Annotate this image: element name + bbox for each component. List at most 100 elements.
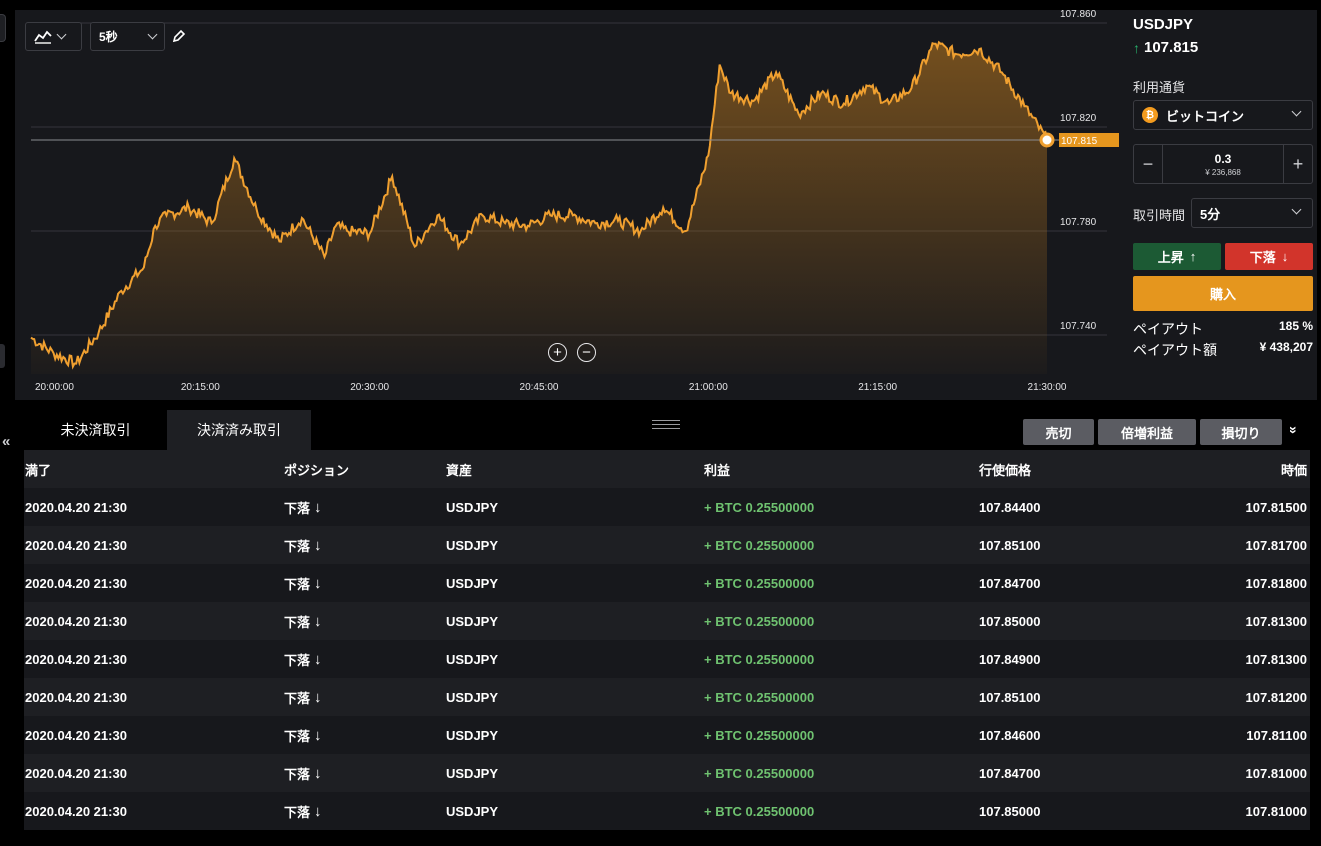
arrow-down-icon: ↓: [314, 536, 322, 554]
table-row[interactable]: 2020.04.20 21:30 下落 ↓ USDJPY + BTC 0.2550000…: [24, 602, 1310, 640]
cell-profit: + BTC 0.25500000: [704, 765, 815, 781]
cell-market-price: 107.81300: [1245, 651, 1307, 667]
table-row[interactable]: 2020.04.20 21:30 下落 ↓ USDJPY + BTC 0.2550000…: [24, 488, 1310, 526]
table-row[interactable]: 2020.04.20 21:30 下落 ↓ USDJPY + BTC 0.2550000…: [24, 564, 1310, 602]
cell-position: 下落 ↓: [284, 688, 446, 707]
tab-open-trades[interactable]: 未決済取引: [60, 422, 131, 438]
cell-strike: 107.85000: [979, 803, 1041, 819]
up-label: 上昇: [1157, 250, 1184, 265]
increase-button[interactable]: +: [1292, 153, 1304, 174]
table-header: 満了 ポジション 資産 利益 行使価格 時価: [24, 450, 1310, 488]
table-row[interactable]: 2020.04.20 21:30 下落 ↓ USDJPY + BTC 0.2550000…: [24, 678, 1310, 716]
asset-symbol: USDJPY: [1133, 16, 1194, 33]
cell-profit: + BTC 0.25500000: [704, 651, 815, 667]
payout-value: 185 %: [1278, 319, 1313, 333]
tab-closed-trades[interactable]: 決済済み取引: [167, 410, 311, 450]
decrease-button[interactable]: −: [1142, 153, 1154, 174]
table-row[interactable]: 2020.04.20 21:30 下落 ↓ USDJPY + BTC 0.2550000…: [24, 754, 1310, 792]
buy-button[interactable]: 購入: [1133, 276, 1313, 311]
cell-position: 下落 ↓: [284, 574, 446, 593]
table-row[interactable]: 2020.04.20 21:30 下落 ↓ USDJPY + BTC 0.2550000…: [24, 716, 1310, 754]
payout-label: ペイアウト: [1133, 321, 1203, 337]
table-row[interactable]: 2020.04.20 21:30 下落 ↓ USDJPY + BTC 0.2550000…: [24, 640, 1310, 678]
line-chart-icon: [34, 30, 52, 44]
arrow-down-icon: ↓: [314, 726, 322, 744]
pencil-icon[interactable]: [172, 29, 186, 48]
left-edge-handle[interactable]: [0, 344, 5, 368]
cell-profit: + BTC 0.25500000: [704, 575, 815, 591]
x-tick-label: 21:30:00: [1028, 382, 1067, 393]
arrow-down-icon: ↓: [314, 574, 322, 592]
payout-amount-row: ペイアウト額 ¥ 438,207: [1133, 340, 1313, 360]
header-market-price[interactable]: 時価: [1280, 462, 1307, 478]
asset-price-value: 107.815: [1144, 39, 1199, 56]
current-price-tag: [1059, 133, 1119, 147]
cell-strike: 107.84400: [979, 499, 1041, 515]
position-label: 下落: [284, 766, 311, 782]
cell-expiry: 2020.04.20 21:30: [25, 537, 127, 553]
table-row[interactable]: 2020.04.20 21:30 下落 ↓ USDJPY + BTC 0.2550000…: [24, 526, 1310, 564]
header-position[interactable]: ポジション: [284, 462, 350, 478]
cell-market-price: 107.81000: [1245, 803, 1307, 819]
cell-position: 下落 ↓: [284, 498, 446, 517]
cell-position: 下落 ↓: [284, 764, 446, 783]
cell-profit: + BTC 0.25500000: [704, 537, 815, 553]
cell-asset: USDJPY: [446, 803, 499, 819]
cell-asset: USDJPY: [446, 727, 499, 743]
position-label: 下落: [284, 690, 311, 706]
bitcoin-icon: ₿: [1142, 107, 1158, 123]
up-button[interactable]: 上昇 ↑: [1133, 243, 1221, 270]
cell-profit: + BTC 0.25500000: [704, 499, 815, 515]
payout-row: ペイアウト 185 %: [1133, 319, 1313, 339]
chevron-down-icon: [1291, 204, 1302, 215]
amount-yen: ¥ 236,868: [1205, 167, 1241, 177]
header-strike[interactable]: 行使価格: [979, 462, 1032, 478]
left-edge-toggle[interactable]: [0, 14, 6, 42]
header-profit[interactable]: 利益: [704, 462, 731, 478]
duration-select[interactable]: 5分: [1191, 198, 1313, 228]
cell-position: 下落 ↓: [284, 650, 446, 669]
zoom-in-icon[interactable]: +: [548, 343, 567, 362]
stop-loss-button[interactable]: 損切り: [1200, 419, 1282, 445]
y-tick-label: 107.740: [1060, 321, 1097, 332]
currency-select[interactable]: ₿ ビットコイン: [1133, 100, 1313, 130]
cell-expiry: 2020.04.20 21:30: [25, 765, 127, 781]
position-label: 下落: [284, 500, 311, 516]
cell-profit: + BTC 0.25500000: [704, 689, 815, 705]
position-label: 下落: [284, 728, 311, 744]
cell-market-price: 107.81200: [1245, 689, 1307, 705]
x-tick-label: 20:45:00: [520, 382, 559, 393]
interval-label: 5秒: [99, 30, 118, 44]
price-chart[interactable]: 107.815 107.860 107.820 107.780 107.740 20:…: [15, 10, 1121, 400]
arrow-up-icon: ↑: [1133, 39, 1140, 56]
resize-handle[interactable]: [652, 420, 680, 432]
collapse-left-icon[interactable]: «: [2, 433, 11, 450]
y-tick-label: 107.860: [1060, 10, 1097, 20]
zoom-out-icon[interactable]: −: [577, 343, 596, 362]
position-label: 下落: [284, 804, 311, 820]
header-expiry[interactable]: 満了: [25, 462, 52, 478]
cell-position: 下落 ↓: [284, 612, 446, 631]
arrow-up-icon: ↑: [1189, 249, 1197, 264]
down-button[interactable]: 下落 ↓: [1225, 243, 1313, 270]
interval-selector[interactable]: 5秒: [90, 22, 165, 51]
cell-strike: 107.85100: [979, 537, 1041, 553]
cell-asset: USDJPY: [446, 651, 499, 667]
sell-button[interactable]: 売切: [1023, 419, 1094, 445]
arrow-down-icon: ↓: [314, 650, 322, 668]
amount-field[interactable]: 0.3 ¥ 236,868: [1162, 145, 1284, 183]
cell-market-price: 107.81000: [1245, 765, 1307, 781]
cell-profit: + BTC 0.25500000: [704, 613, 815, 629]
expand-down-icon[interactable]: »: [1285, 426, 1302, 434]
currency-label: 利用通貨: [1133, 80, 1186, 95]
table-row[interactable]: 2020.04.20 21:30 下落 ↓ USDJPY + BTC 0.2550000…: [24, 792, 1310, 830]
header-asset[interactable]: 資産: [446, 462, 473, 478]
chart-type-selector[interactable]: [25, 22, 82, 51]
amount-value: 0.3: [1214, 151, 1232, 166]
chart-panel: 107.815 107.860 107.820 107.780 107.740 20:…: [15, 10, 1121, 400]
price-area: [31, 42, 1047, 375]
x-tick-label: 20:15:00: [181, 382, 220, 393]
double-profit-button[interactable]: 倍増利益: [1098, 419, 1196, 445]
cell-market-price: 107.81800: [1245, 575, 1307, 591]
cell-profit: + BTC 0.25500000: [704, 727, 815, 743]
